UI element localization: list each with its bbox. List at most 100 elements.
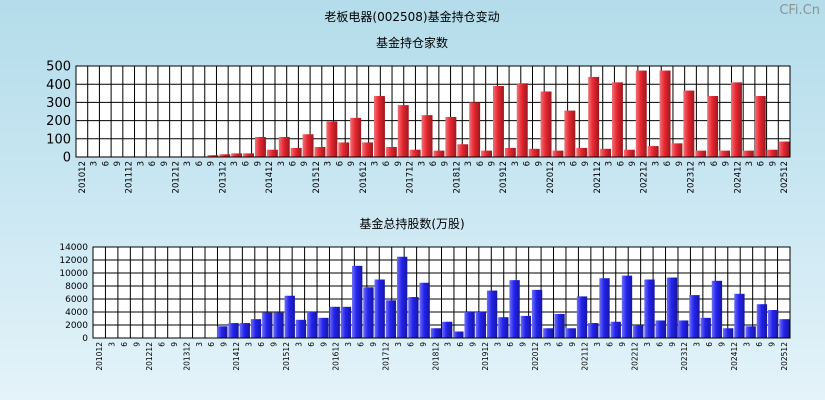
bottom-x-tick-label: 3 bbox=[742, 342, 751, 347]
top-bar bbox=[623, 149, 635, 157]
top-x-tick-label: 201212 bbox=[171, 161, 181, 193]
bottom-bar bbox=[576, 296, 588, 338]
bottom-x-tick-label: 201712 bbox=[381, 342, 390, 371]
bottom-bar bbox=[408, 297, 419, 338]
top-x-tick-label: 6 bbox=[195, 161, 205, 166]
top-x-tick-label: 3 bbox=[230, 161, 240, 166]
top-x-tick-label: 202112 bbox=[593, 161, 603, 193]
top-x-tick-label: 3 bbox=[277, 161, 287, 166]
bottom-bar bbox=[396, 256, 408, 338]
top-x-tick-label: 3 bbox=[90, 161, 100, 166]
top-x-tick-label: 3 bbox=[136, 161, 146, 166]
top-bar bbox=[457, 144, 469, 157]
top-bar bbox=[707, 96, 719, 157]
top-bar bbox=[421, 115, 433, 157]
top-x-tick-label: 3 bbox=[324, 161, 334, 166]
top-x-tick-label: 6 bbox=[289, 161, 299, 166]
bottom-bar bbox=[453, 331, 464, 338]
top-x-tick-label: 3 bbox=[183, 161, 193, 166]
bottom-bar bbox=[385, 300, 397, 338]
top-x-tick-label: 3 bbox=[417, 161, 427, 166]
top-bar bbox=[778, 141, 790, 157]
top-x-tick-label: 3 bbox=[464, 161, 474, 166]
top-x-tick-label: 6 bbox=[663, 161, 673, 166]
bottom-bar bbox=[621, 275, 633, 338]
bottom-bar bbox=[520, 315, 531, 338]
bottom-bar bbox=[779, 319, 790, 338]
bottom-bar bbox=[610, 321, 621, 338]
bottom-x-tick-label: 3 bbox=[494, 342, 503, 347]
top-bar bbox=[600, 148, 612, 157]
top-bar bbox=[409, 149, 421, 157]
bottom-x-tick-label: 6 bbox=[655, 342, 664, 347]
top-x-tick-label: 9 bbox=[675, 161, 685, 166]
bottom-bar bbox=[767, 310, 779, 338]
bottom-bar bbox=[374, 279, 385, 338]
bottom-y-tick-label: 10000 bbox=[59, 269, 88, 279]
top-x-tick-label: 3 bbox=[605, 161, 615, 166]
bottom-x-tick-label: 9 bbox=[369, 342, 378, 347]
top-x-tick-label: 6 bbox=[523, 161, 533, 166]
top-bar bbox=[373, 96, 385, 157]
top-x-tick-label: 3 bbox=[745, 161, 755, 166]
bottom-y-tick-label: 6000 bbox=[65, 295, 88, 305]
top-x-tick-label: 202512 bbox=[780, 161, 790, 193]
top-x-tick-label: 6 bbox=[335, 161, 345, 166]
top-chart-title: 基金持仓家数 bbox=[376, 35, 448, 50]
bottom-x-tick-label: 202312 bbox=[680, 342, 689, 371]
bottom-plot-frame bbox=[92, 246, 791, 339]
bottom-x-tick-label: 9 bbox=[668, 342, 677, 347]
top-bar bbox=[492, 86, 504, 157]
bottom-bar bbox=[419, 282, 430, 338]
bottom-bar bbox=[486, 290, 498, 338]
top-x-tick-label: 3 bbox=[698, 161, 708, 166]
top-bar bbox=[433, 150, 445, 157]
top-bar bbox=[754, 96, 766, 157]
bottom-x-tick-label: 9 bbox=[568, 342, 577, 347]
bottom-x-tick-label: 9 bbox=[170, 342, 179, 347]
top-bar bbox=[278, 136, 290, 157]
top-x-tick-label: 201112 bbox=[125, 161, 135, 193]
top-bar bbox=[314, 146, 326, 157]
bottom-bar bbox=[262, 312, 273, 338]
top-x-tick-label: 6 bbox=[569, 161, 579, 166]
bottom-x-tick-label: 202212 bbox=[630, 342, 639, 371]
bottom-bar bbox=[441, 321, 453, 338]
bottom-x-tick-label: 201012 bbox=[95, 342, 104, 371]
bottom-bar bbox=[509, 280, 520, 338]
top-x-tick-label: 6 bbox=[101, 161, 111, 166]
bottom-bar bbox=[565, 328, 576, 338]
top-bar bbox=[350, 117, 362, 157]
bottom-bar bbox=[554, 313, 565, 338]
top-x-tick-label: 6 bbox=[148, 161, 158, 166]
bottom-x-tick-label: 202012 bbox=[531, 342, 540, 371]
bottom-x-tick-label: 3 bbox=[693, 342, 702, 347]
top-bar bbox=[564, 110, 576, 157]
top-bar bbox=[481, 150, 493, 157]
bottom-y-tick-label: 14000 bbox=[59, 243, 88, 253]
top-x-tick-label: 9 bbox=[160, 161, 170, 166]
top-bar bbox=[243, 153, 255, 157]
bottom-x-tick-label: 9 bbox=[518, 342, 527, 347]
bottom-chart-title: 基金总持股数(万股) bbox=[359, 216, 464, 231]
bottom-x-tick-label: 3 bbox=[294, 342, 303, 347]
top-x-tick-label: 9 bbox=[768, 161, 778, 166]
bottom-bar bbox=[475, 312, 487, 338]
bottom-x-tick-label: 6 bbox=[705, 342, 714, 347]
top-x-tick-label: 201512 bbox=[312, 161, 322, 193]
bottom-x-tick-label: 3 bbox=[245, 342, 254, 347]
bottom-bar bbox=[531, 289, 543, 338]
bottom-x-tick-label: 9 bbox=[469, 342, 478, 347]
top-x-tick-label: 9 bbox=[300, 161, 310, 166]
watermark: CFi.Cn bbox=[779, 3, 820, 18]
bottom-y-tick-label: 0 bbox=[82, 334, 88, 344]
bottom-bar bbox=[599, 278, 610, 338]
bottom-bar bbox=[711, 280, 723, 338]
bottom-x-tick-label: 6 bbox=[307, 342, 316, 347]
bottom-bar bbox=[745, 326, 756, 338]
top-bar bbox=[362, 142, 374, 157]
top-bar bbox=[254, 136, 266, 157]
top-bar bbox=[695, 150, 707, 157]
top-bar bbox=[730, 82, 742, 157]
top-bar bbox=[611, 82, 623, 157]
